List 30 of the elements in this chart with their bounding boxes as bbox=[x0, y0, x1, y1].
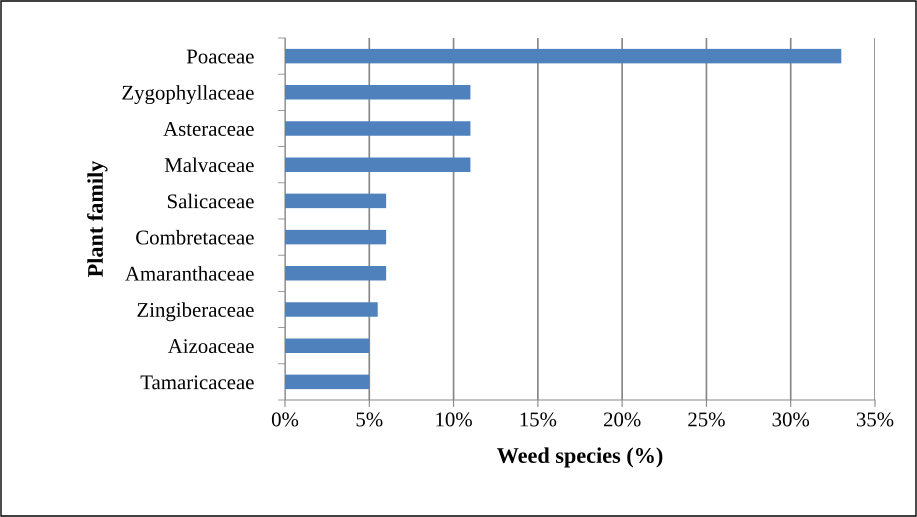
y-tick-label: Malvaceae bbox=[164, 157, 254, 172]
x-tick-label: 15% bbox=[520, 412, 556, 427]
x-tick-label: 0% bbox=[272, 412, 298, 427]
bar bbox=[285, 157, 470, 172]
x-tick-label: 25% bbox=[688, 412, 725, 427]
y-tick-label: Zygophyllaceae bbox=[122, 85, 254, 104]
x-tick-label: 30% bbox=[772, 412, 810, 427]
y-tick-label: Asteraceae bbox=[163, 122, 254, 136]
bar bbox=[285, 48, 842, 64]
y-tick-label: Amaranthaceae bbox=[125, 266, 254, 281]
y-tick-label: Tamaricaceae bbox=[140, 375, 254, 390]
y-tick-label: Salicaceae bbox=[168, 194, 254, 208]
bar bbox=[285, 121, 470, 136]
x-tick-label: 10% bbox=[436, 412, 472, 427]
y-tick-label: Aizoaceae bbox=[168, 339, 254, 354]
bar bbox=[285, 302, 378, 317]
bar bbox=[285, 266, 386, 281]
x-tick-label: 20% bbox=[604, 412, 641, 427]
bar bbox=[285, 374, 370, 390]
y-tick-label: Poaceae bbox=[186, 50, 254, 64]
x-tick-label: 5% bbox=[356, 412, 382, 427]
x-axis-title: Weed species (%) bbox=[496, 447, 662, 468]
y-tick-label: Combretaceae bbox=[136, 230, 254, 245]
bar bbox=[285, 338, 370, 353]
bar bbox=[285, 230, 386, 244]
y-axis-title: Plant family bbox=[87, 160, 108, 277]
bar bbox=[285, 85, 470, 100]
y-tick-label: Zingiberaceae bbox=[137, 302, 254, 322]
x-tick-label: 35% bbox=[856, 412, 894, 427]
bar bbox=[285, 194, 386, 208]
